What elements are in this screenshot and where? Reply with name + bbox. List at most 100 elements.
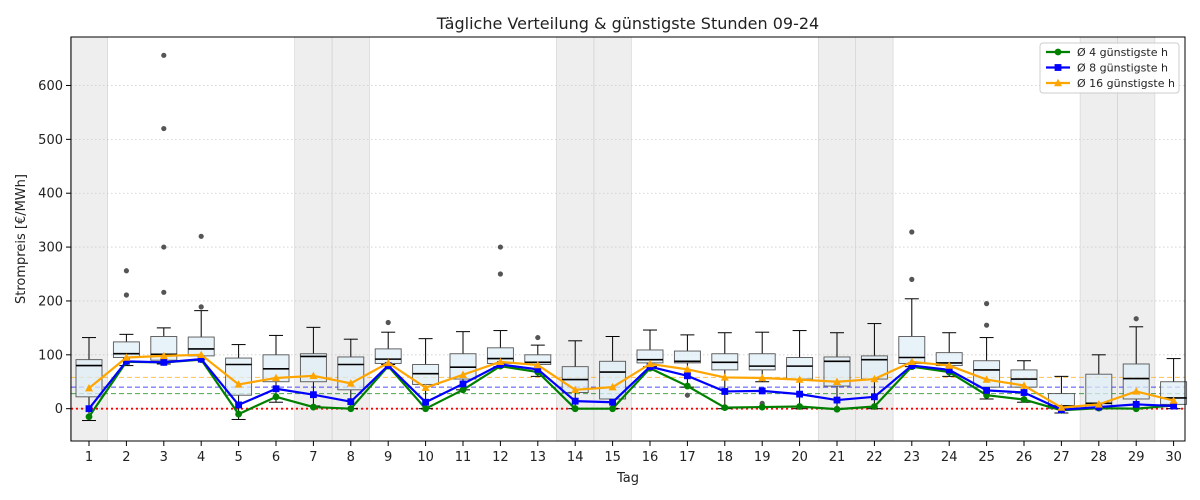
series-point bbox=[123, 357, 130, 365]
series-point bbox=[384, 358, 393, 367]
x-tick-label: 13 bbox=[530, 450, 547, 465]
series-point bbox=[795, 375, 804, 383]
series-point bbox=[160, 358, 168, 366]
box-day-19 bbox=[748, 331, 776, 406]
series-point bbox=[85, 384, 93, 392]
series-point bbox=[197, 350, 206, 359]
y-tick-label: 300 bbox=[38, 241, 63, 256]
series-point bbox=[982, 375, 991, 383]
box-day-2 bbox=[112, 268, 140, 367]
legend-item-2: Ø 8 günstigste h bbox=[1046, 62, 1168, 75]
series-point bbox=[346, 379, 355, 387]
series-point bbox=[871, 393, 878, 401]
box-flier bbox=[123, 292, 129, 298]
legend: Ø 4 günstigste h Ø 8 günstigste h Ø 16 gün… bbox=[1039, 42, 1180, 94]
box-day-4 bbox=[187, 233, 215, 360]
x-tick-label: 23 bbox=[904, 450, 921, 465]
x-tick-label: 24 bbox=[941, 450, 958, 465]
series-line bbox=[88, 358, 1174, 411]
series-point bbox=[833, 377, 841, 385]
box-day-9 bbox=[374, 319, 402, 366]
x-tick-label: 7 bbox=[309, 450, 317, 465]
x-tick-label: 18 bbox=[717, 450, 734, 465]
series-point bbox=[1054, 48, 1062, 56]
legend-label: Ø 8 günstigste h bbox=[1077, 62, 1168, 75]
box-flier bbox=[198, 304, 204, 310]
box-flier bbox=[161, 125, 167, 132]
series-point bbox=[945, 361, 954, 369]
x-tick-label: 6 bbox=[272, 450, 280, 465]
x-tick-label: 25 bbox=[978, 450, 995, 465]
series-point bbox=[1169, 396, 1178, 404]
series-point bbox=[983, 386, 990, 394]
series-point bbox=[85, 405, 93, 413]
x-tick-label: 21 bbox=[829, 450, 846, 465]
box-day-12 bbox=[486, 244, 514, 368]
series-point bbox=[758, 387, 766, 395]
y-tick-label: 100 bbox=[38, 348, 63, 363]
box-flier bbox=[684, 392, 691, 398]
x-tick-label: 30 bbox=[1165, 450, 1182, 465]
y-tick-label: 600 bbox=[38, 79, 63, 94]
series-point bbox=[609, 398, 616, 406]
series-point bbox=[683, 365, 692, 373]
x-tick-label: 20 bbox=[791, 450, 808, 465]
series-point bbox=[1170, 402, 1177, 410]
series-point bbox=[721, 404, 729, 412]
series-point bbox=[1020, 396, 1028, 403]
box-flier bbox=[984, 301, 990, 307]
series-point bbox=[1020, 381, 1028, 389]
x-tick-label: 10 bbox=[417, 450, 434, 465]
series-point bbox=[1054, 64, 1062, 71]
x-tick-label: 8 bbox=[347, 450, 355, 465]
series-point bbox=[234, 380, 243, 388]
series-point bbox=[347, 405, 355, 413]
series-point bbox=[1020, 389, 1028, 396]
x-tick-label: 2 bbox=[122, 450, 130, 465]
legend-item-1: Ø 4 günstigste h bbox=[1046, 46, 1168, 59]
series-point bbox=[758, 403, 766, 411]
box-flier bbox=[161, 52, 167, 58]
legend-frame bbox=[1039, 42, 1180, 94]
series-point bbox=[1132, 400, 1140, 408]
series-point bbox=[833, 405, 841, 413]
series-point bbox=[459, 380, 467, 388]
box-flier bbox=[1133, 316, 1139, 322]
series-line bbox=[88, 358, 1174, 418]
series-point bbox=[571, 385, 580, 394]
box-day-16 bbox=[636, 329, 664, 368]
series-point bbox=[758, 373, 767, 382]
series-point bbox=[421, 383, 430, 391]
plot-frame bbox=[70, 36, 1186, 442]
series-point bbox=[907, 357, 916, 366]
series-point bbox=[646, 359, 654, 368]
series-point bbox=[908, 362, 916, 369]
series-lines bbox=[85, 350, 1178, 421]
x-axis-label: Tag bbox=[616, 471, 639, 486]
box-flier bbox=[385, 319, 391, 326]
chart-title: Tägliche Verteilung & günstigste Stunden… bbox=[436, 14, 819, 33]
box-flier bbox=[198, 233, 204, 239]
box-flier bbox=[909, 276, 915, 282]
series-point bbox=[459, 370, 467, 378]
box-flier bbox=[497, 244, 503, 250]
x-tick-label: 28 bbox=[1091, 450, 1108, 465]
series-point bbox=[533, 360, 542, 369]
y-tick-label: 500 bbox=[38, 133, 63, 148]
series-point bbox=[833, 396, 841, 404]
box-day-23 bbox=[898, 229, 926, 368]
series-point bbox=[85, 413, 93, 421]
box-iqr bbox=[673, 350, 701, 364]
x-tick-label: 5 bbox=[234, 450, 242, 465]
box-day-3 bbox=[150, 52, 178, 365]
legend-item-3: Ø 16 günstigste h bbox=[1046, 77, 1175, 90]
box-flier bbox=[161, 289, 167, 295]
series-point bbox=[609, 405, 616, 413]
series-point bbox=[272, 393, 280, 401]
series-point bbox=[272, 385, 280, 393]
x-tick-label: 26 bbox=[1016, 450, 1033, 465]
series-point bbox=[310, 403, 317, 411]
x-tick-label: 15 bbox=[604, 450, 621, 465]
x-tick-label: 27 bbox=[1053, 450, 1070, 465]
